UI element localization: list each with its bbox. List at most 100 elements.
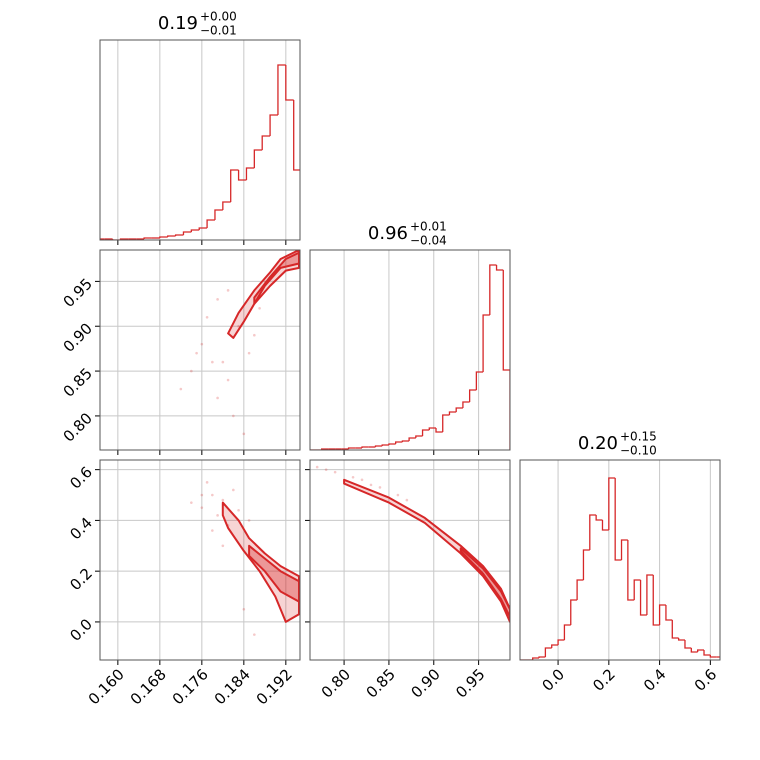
sample-point	[211, 360, 214, 364]
histogram-bin	[285, 65, 294, 101]
histogram-bin	[448, 411, 457, 415]
histogram-bin	[237, 170, 247, 181]
x-tick-label: 0.6	[691, 665, 721, 695]
y-tick-label: 0.0	[66, 615, 96, 645]
histogram-bin	[455, 407, 463, 412]
contour	[227, 250, 300, 339]
histogram-bin	[639, 580, 647, 616]
histogram-bin	[415, 435, 423, 438]
sample-point	[242, 607, 246, 611]
histogram-bin	[167, 235, 176, 237]
y-tick-label: 0.95	[60, 275, 96, 311]
title-minus: −0.04	[410, 234, 447, 248]
contour	[459, 547, 510, 618]
panel-frame	[99, 39, 301, 241]
panel-title: 0.96	[368, 223, 408, 244]
sample-point	[200, 342, 204, 346]
histogram-bin	[198, 227, 208, 230]
title-plus: +0.15	[620, 430, 657, 444]
panel-frame	[309, 459, 511, 661]
histogram-bin	[703, 650, 711, 656]
histogram-bin	[190, 229, 200, 232]
sample-point	[200, 506, 204, 510]
title-minus: −0.01	[200, 24, 237, 38]
panel-frame	[99, 459, 301, 661]
sample-point	[221, 498, 225, 502]
sample-point	[221, 360, 225, 364]
sample-point	[221, 544, 225, 548]
title-minus: −0.10	[620, 444, 657, 458]
histogram-bin	[589, 514, 597, 550]
histogram-bin	[206, 219, 215, 228]
sample-point	[237, 324, 240, 328]
histogram-bin	[475, 371, 484, 390]
x-tick-label: 0.0	[538, 665, 568, 695]
sample-point	[195, 351, 198, 355]
histogram-bin	[582, 549, 590, 580]
histogram-bin	[690, 648, 698, 653]
sample-point	[200, 493, 204, 497]
histogram-bin	[551, 644, 559, 648]
histogram-bin	[633, 579, 641, 600]
histogram-bin	[468, 389, 477, 402]
histogram-bin	[253, 149, 263, 168]
sample-point	[253, 333, 256, 337]
histogram-bin	[435, 428, 443, 433]
histogram-bin	[646, 574, 654, 615]
sample-point	[211, 493, 214, 497]
sample-point	[190, 501, 193, 504]
x-tick-label: 0.192	[253, 665, 296, 708]
sample-point	[378, 486, 382, 489]
histogram-bin	[665, 605, 673, 621]
sample-point	[253, 633, 256, 636]
sample-point	[242, 432, 246, 436]
histogram-bin	[608, 477, 616, 530]
histogram-bin	[576, 579, 584, 600]
x-tick-label: 0.80	[318, 665, 354, 701]
sample-point	[258, 306, 261, 310]
histogram-bin	[482, 314, 490, 372]
panel-plot	[100, 460, 300, 660]
histogram-bin	[182, 231, 192, 235]
histogram-bin	[614, 478, 622, 561]
histogram-bin	[601, 520, 609, 531]
x-tick-label: 0.95	[452, 665, 488, 701]
contour	[343, 478, 510, 623]
sample-point	[232, 414, 235, 418]
histogram-bin	[677, 638, 685, 641]
histogram-bin	[570, 599, 578, 625]
histogram-bin	[388, 443, 396, 445]
histogram-bin	[143, 237, 152, 239]
histogram-bin	[347, 447, 356, 449]
x-tick-label: 0.184	[211, 665, 254, 708]
histogram-bin	[361, 446, 369, 448]
histogram-bin	[408, 437, 416, 441]
sample-point	[232, 488, 235, 492]
sample-point	[226, 378, 230, 382]
histogram-bin	[495, 265, 504, 271]
sample-point	[237, 508, 240, 512]
sample-point	[360, 478, 364, 482]
panel-plot	[520, 460, 720, 660]
histogram-bin	[502, 270, 510, 450]
histogram-bin	[245, 167, 255, 180]
sample-point	[190, 369, 193, 373]
x-tick-label: 0.176	[169, 665, 212, 708]
histogram-bin	[627, 540, 635, 601]
histogram-bin	[222, 201, 231, 210]
histogram-bin	[684, 640, 692, 649]
panel-plot	[100, 40, 300, 240]
histogram-bin	[544, 647, 552, 657]
sample-point	[179, 387, 183, 391]
panel-title: 0.20	[578, 433, 618, 454]
y-tick-label: 0.2	[66, 564, 96, 594]
panel-plot	[310, 460, 510, 660]
histogram-bin	[652, 575, 660, 626]
sample-point	[396, 493, 400, 497]
histogram-bin	[538, 656, 546, 658]
histogram-bin	[374, 445, 383, 447]
sample-point	[247, 519, 251, 522]
histogram-bin	[381, 444, 389, 446]
panel-plot	[100, 250, 300, 450]
